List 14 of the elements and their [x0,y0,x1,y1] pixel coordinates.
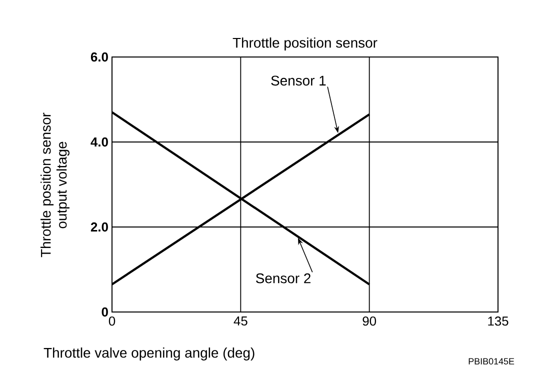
y-tick-label: 6.0 [90,52,108,62]
text: PBIB0145E [468,358,514,364]
chart-title: Throttle position sensor [232,37,378,50]
x-axis-title: Throttle valve opening angle (deg) [44,347,254,360]
x-tick-label: 135 [488,316,508,326]
x-tick-label: 45 [234,316,248,326]
y-tick-label: 0 [102,307,108,317]
y-axis-title: Throttle position sensor output voltage [40,112,70,258]
x-tick-label: 0 [108,316,116,326]
y-tick-label: 4.0 [90,137,108,147]
text: Sensor 1 [271,76,326,86]
y-tick-label: 2.0 [90,222,108,232]
legend-label: Sensor 2 [256,273,310,284]
x-tick-label: 90 [362,316,376,326]
